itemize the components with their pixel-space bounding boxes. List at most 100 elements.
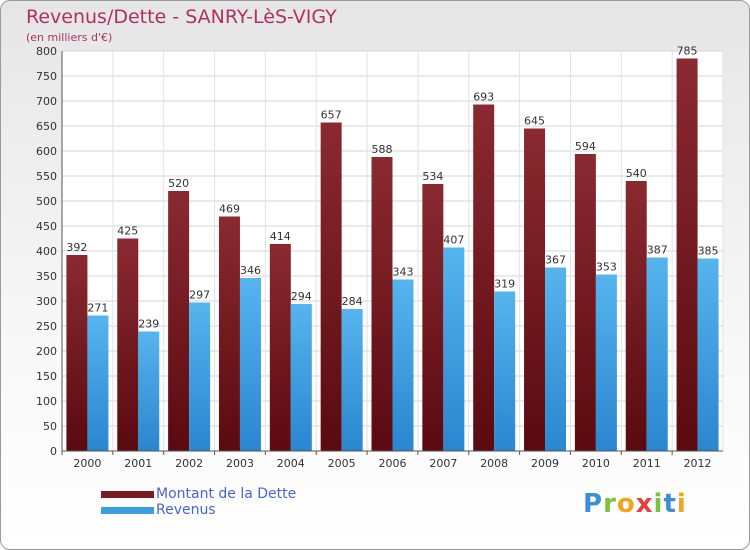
bar-dette [66,255,88,451]
legend-label-revenus: Revenus [156,502,216,518]
x-tick-label: 2012 [684,457,712,470]
bar-dette [524,128,546,451]
logo-letter: i [676,489,687,519]
data-label-revenus: 284 [342,295,363,308]
bar-dette [371,157,393,451]
logo-letter: r [603,489,617,519]
data-label-dette: 785 [677,45,698,58]
y-tick-label: 250 [36,320,57,333]
y-tick-label: 600 [36,145,57,158]
data-label-revenus: 387 [647,244,668,257]
y-tick-label: 700 [36,95,57,108]
axes: 0 50 100 150 200 250 300 350 400 450 500 550 600 650 7… [36,45,723,470]
data-label-dette: 520 [168,177,189,190]
logo-letter: t [663,489,677,519]
legend-swatch-revenus [101,507,154,514]
x-tick-label: 2011 [633,457,661,470]
y-tick-label: 200 [36,345,57,358]
bar-revenus [494,291,516,451]
legend-label-dette: Montant de la Dette [156,486,297,502]
bar-revenus [138,331,160,451]
y-tick-label: 350 [36,270,57,283]
y-tick-label: 0 [50,445,57,458]
y-tick-label: 150 [36,370,57,383]
x-tick-label: 2001 [124,457,152,470]
data-label-dette: 392 [66,241,87,254]
logo-letter: P [583,489,604,519]
bar-dette [117,238,139,451]
data-label-revenus: 343 [393,266,414,279]
bar-dette [676,58,698,451]
bar-dette [422,184,444,451]
chart-title: Revenus/Dette - SANRY-LèS-VIGY [26,6,337,28]
bar-revenus [189,302,211,451]
bar-revenus [239,278,261,451]
data-label-revenus: 297 [189,289,210,302]
bar-dette [269,244,291,451]
y-tick-label: 500 [36,195,57,208]
bar-revenus [392,279,414,451]
data-label-revenus: 407 [443,234,464,247]
x-tick-label: 2004 [277,457,305,470]
data-label-dette: 540 [626,167,647,180]
y-tick-label: 50 [43,420,57,433]
y-tick-label: 550 [36,170,57,183]
logo-letter: x [635,489,654,519]
bar-revenus [443,247,465,451]
data-label-dette: 469 [219,203,240,216]
y-tick-label: 800 [36,45,57,58]
x-tick-label: 2007 [429,457,457,470]
bar-revenus [646,257,668,451]
legend-swatch-dette [101,491,154,498]
bar-revenus [341,309,363,451]
data-label-revenus: 367 [545,254,566,267]
data-label-revenus: 385 [698,245,719,258]
bar-dette [168,191,190,451]
bar-revenus [290,304,312,451]
bar-dette [218,216,240,451]
data-labels: 392 271 425 239 520 297 469 346 414 294 657 284 588 3… [66,45,718,331]
y-tick-label: 300 [36,295,57,308]
data-label-dette: 693 [473,91,494,104]
bar-dette [473,104,495,451]
chart-subtitle: (en milliers d'€) [26,31,113,44]
y-tick-label: 400 [36,245,57,258]
data-label-revenus: 271 [87,302,108,315]
x-tick-label: 2008 [480,457,508,470]
bar-dette [320,122,342,451]
data-label-dette: 425 [117,225,138,238]
data-label-dette: 645 [524,115,545,128]
y-tick-label: 750 [36,70,57,83]
y-tick-label: 100 [36,395,57,408]
data-label-revenus: 346 [240,264,261,277]
logo-letter: o [616,489,636,519]
bars [66,58,719,451]
data-label-dette: 657 [321,109,342,122]
bar-revenus [697,258,719,451]
y-tick-label: 650 [36,120,57,133]
data-label-revenus: 353 [596,261,617,274]
data-label-revenus: 319 [494,278,515,291]
bar-revenus [87,315,109,451]
bar-revenus [595,274,617,451]
proxiti-logo: Proxiti [583,489,687,519]
x-tick-label: 2009 [531,457,559,470]
data-label-dette: 588 [372,143,393,156]
y-tick-label: 450 [36,220,57,233]
x-tick-label: 2003 [226,457,254,470]
bar-dette [574,154,596,451]
bar-revenus [545,267,567,451]
x-tick-label: 2000 [73,457,101,470]
data-label-dette: 414 [270,230,291,243]
bar-dette [625,181,647,451]
data-label-revenus: 239 [138,318,159,331]
logo-letter: i [653,489,664,519]
data-label-dette: 534 [422,170,443,183]
x-tick-label: 2006 [379,457,407,470]
data-label-dette: 594 [575,140,596,153]
x-tick-label: 2010 [582,457,610,470]
x-tick-label: 2002 [175,457,203,470]
data-label-revenus: 294 [291,290,312,303]
